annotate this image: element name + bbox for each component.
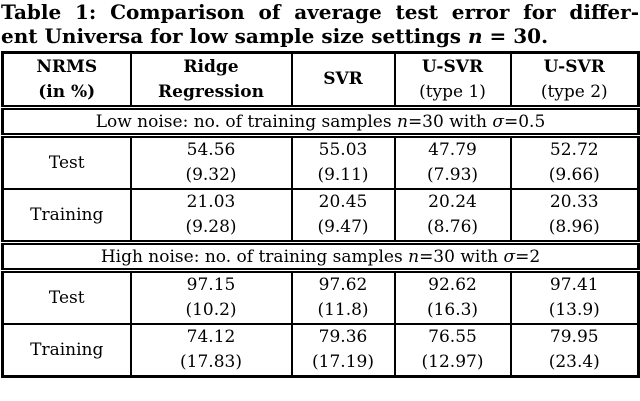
col-header-nrms-line1: NRMS bbox=[36, 56, 98, 77]
std-value: (9.66) bbox=[548, 165, 600, 185]
table-caption-line2: ent Universa for low sample size setting… bbox=[0, 24, 640, 48]
value-cell: 47.79 (7.93) bbox=[393, 134, 512, 190]
col-header-usvr2-line1: U-SVR bbox=[543, 56, 605, 77]
col-header-ridge-regression: Ridge Regression bbox=[129, 51, 293, 109]
std-value: (13.9) bbox=[548, 300, 600, 320]
caption-text: ent Universa for low sample size setting… bbox=[1, 24, 469, 48]
std-value: (17.19) bbox=[312, 352, 374, 372]
math-sigma-icon: σ bbox=[492, 111, 504, 132]
value-cell: 79.95 (23.4) bbox=[509, 323, 640, 378]
std-value: (11.8) bbox=[317, 300, 369, 320]
section-text-end: =0.5 bbox=[504, 111, 546, 132]
value-cell: 97.41 (13.9) bbox=[509, 269, 640, 325]
section-title-high-noise: High noise: no. of training samples n=30… bbox=[1, 240, 640, 273]
std-value: (8.96) bbox=[548, 217, 600, 237]
col-header-svr: SVR bbox=[290, 51, 396, 109]
mean-value: 79.95 bbox=[549, 327, 599, 347]
section-text: Low noise: no. of training samples bbox=[95, 111, 397, 132]
value-cell: 20.45 (9.47) bbox=[290, 188, 396, 244]
caption-text-end: = 30. bbox=[482, 24, 549, 48]
table-caption-line1: Table 1: Comparison of average test erro… bbox=[1, 0, 639, 24]
std-value: (9.47) bbox=[317, 217, 369, 237]
col-header-nrms: NRMS (in %) bbox=[1, 51, 132, 109]
value-cell: 21.03 (9.28) bbox=[129, 188, 293, 244]
mean-value: 97.15 bbox=[186, 275, 236, 295]
mean-value: 79.36 bbox=[318, 327, 368, 347]
col-header-usvr1-line2: (type 1) bbox=[419, 81, 486, 102]
col-header-usvr1-line1: U-SVR bbox=[421, 56, 484, 77]
std-value: (9.32) bbox=[185, 165, 237, 185]
table-row-high-noise-training: Training 74.12 (17.83) 79.36 (17.19) 76.… bbox=[1, 323, 640, 378]
mean-value: 92.62 bbox=[428, 275, 477, 295]
std-value: (10.2) bbox=[185, 300, 237, 320]
math-sigma-icon: σ bbox=[503, 246, 516, 267]
section-text-end: =2 bbox=[515, 246, 541, 267]
col-header-ridge-line2: Regression bbox=[158, 81, 264, 102]
table-header-row: NRMS (in %) Ridge Regression SVR U-SVR (… bbox=[1, 51, 640, 109]
mean-value: 55.03 bbox=[318, 140, 368, 160]
mean-value: 76.55 bbox=[428, 327, 477, 347]
col-header-nrms-line2: (in %) bbox=[38, 81, 96, 102]
std-value: (16.3) bbox=[426, 300, 479, 320]
std-value: (23.4) bbox=[548, 352, 600, 372]
mean-value: 54.56 bbox=[186, 140, 236, 160]
value-cell: 92.62 (16.3) bbox=[393, 269, 512, 325]
table-row-high-noise-test: Test 97.15 (10.2) 97.62 (11.8) 92.62 (16… bbox=[1, 269, 640, 325]
std-value: (12.97) bbox=[421, 352, 484, 372]
col-header-usvr2-line2: (type 2) bbox=[540, 81, 608, 102]
mean-value: 74.12 bbox=[186, 327, 236, 347]
mean-value: 97.62 bbox=[318, 275, 368, 295]
col-header-ridge-line1: Ridge bbox=[183, 56, 239, 77]
col-header-svr-line1: SVR bbox=[323, 69, 363, 89]
std-value: (8.76) bbox=[426, 217, 479, 237]
value-cell: 97.62 (11.8) bbox=[290, 269, 396, 325]
value-cell: 76.55 (12.97) bbox=[393, 323, 512, 378]
mean-value: 20.33 bbox=[549, 192, 599, 212]
results-table: NRMS (in %) Ridge Regression SVR U-SVR (… bbox=[1, 51, 640, 378]
caption-math-n: n bbox=[468, 24, 483, 48]
std-value: (7.93) bbox=[426, 165, 479, 185]
value-cell: 20.33 (8.96) bbox=[509, 188, 640, 244]
value-cell: 54.56 (9.32) bbox=[129, 134, 293, 190]
table-row-low-noise-test: Test 54.56 (9.32) 55.03 (9.11) 47.79 (7.… bbox=[1, 134, 640, 190]
row-label-training: Training bbox=[1, 188, 132, 244]
mean-value: 97.41 bbox=[549, 275, 599, 295]
std-value: (17.83) bbox=[180, 352, 242, 372]
section-row-high-noise: High noise: no. of training samples n=30… bbox=[1, 240, 640, 273]
mean-value: 47.79 bbox=[428, 140, 477, 160]
section-text: High noise: no. of training samples bbox=[100, 246, 409, 267]
std-value: (9.11) bbox=[317, 165, 369, 185]
std-value: (9.28) bbox=[185, 217, 237, 237]
mean-value: 20.24 bbox=[428, 192, 477, 212]
row-label-test: Test bbox=[1, 134, 132, 190]
section-text-mid: =30 with bbox=[419, 246, 504, 267]
mean-value: 20.45 bbox=[318, 192, 368, 212]
table-caption: Table 1: Comparison of average test erro… bbox=[0, 0, 640, 48]
mean-value: 52.72 bbox=[549, 140, 599, 160]
value-cell: 79.36 (17.19) bbox=[290, 323, 396, 378]
section-text-mid: =30 with bbox=[407, 111, 493, 132]
row-label-test: Test bbox=[1, 269, 132, 325]
col-header-usvr-type2: U-SVR (type 2) bbox=[509, 51, 640, 109]
math-n-icon: n bbox=[396, 111, 408, 132]
value-cell: 20.24 (8.76) bbox=[393, 188, 512, 244]
value-cell: 74.12 (17.83) bbox=[129, 323, 293, 378]
section-row-low-noise: Low noise: no. of training samples n=30 … bbox=[1, 105, 640, 138]
section-title-low-noise: Low noise: no. of training samples n=30 … bbox=[1, 105, 640, 138]
value-cell: 55.03 (9.11) bbox=[290, 134, 396, 190]
math-n-icon: n bbox=[408, 246, 420, 267]
value-cell: 52.72 (9.66) bbox=[509, 134, 640, 190]
value-cell: 97.15 (10.2) bbox=[129, 269, 293, 325]
col-header-usvr-type1: U-SVR (type 1) bbox=[393, 51, 512, 109]
mean-value: 21.03 bbox=[186, 192, 236, 212]
row-label-training: Training bbox=[1, 323, 132, 378]
table-row-low-noise-training: Training 21.03 (9.28) 20.45 (9.47) 20.24… bbox=[1, 188, 640, 244]
